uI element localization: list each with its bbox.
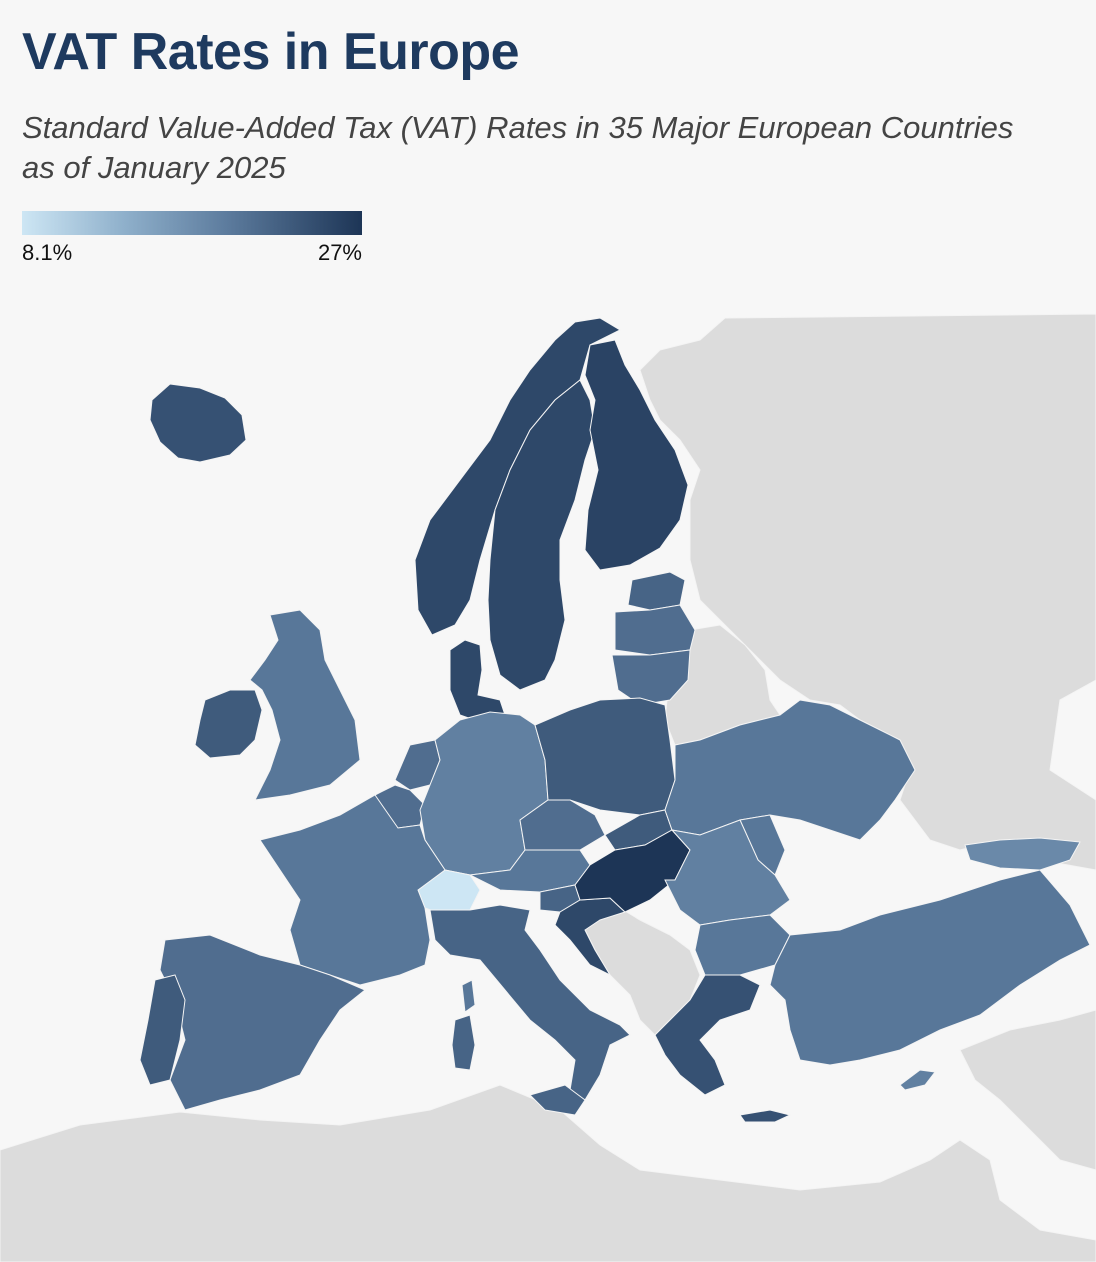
country-corsica[interactable] bbox=[461, 979, 476, 1013]
country-norway[interactable] bbox=[414, 317, 622, 636]
subtitle-line-2: as of January 2025 bbox=[22, 150, 286, 185]
country-greece[interactable] bbox=[654, 974, 761, 1096]
country-turkey[interactable] bbox=[769, 869, 1091, 1066]
country-estonia[interactable] bbox=[627, 571, 686, 611]
country-lithuania[interactable] bbox=[611, 649, 691, 706]
country-cyprus[interactable] bbox=[899, 1069, 936, 1091]
north-africa-region bbox=[0, 1084, 1096, 1262]
country-latvia[interactable] bbox=[614, 604, 696, 656]
country-italy[interactable] bbox=[429, 904, 631, 1101]
page-subtitle: Standard Value-Added Tax (VAT) Rates in … bbox=[22, 108, 1096, 188]
country-portugal[interactable] bbox=[139, 974, 186, 1086]
country-italy-sicily[interactable] bbox=[529, 1084, 586, 1116]
country-greece-crete[interactable] bbox=[739, 1109, 792, 1123]
country-poland[interactable] bbox=[534, 697, 676, 816]
country-ireland[interactable] bbox=[194, 689, 263, 759]
legend-gradient-bar bbox=[22, 211, 362, 235]
color-legend: 8.1% 27% bbox=[22, 211, 362, 265]
europe-map bbox=[0, 313, 1096, 1262]
country-austria[interactable] bbox=[468, 849, 591, 893]
country-switzerland[interactable] bbox=[417, 869, 481, 916]
countries bbox=[139, 317, 1091, 1123]
subtitle-line-1: Standard Value-Added Tax (VAT) Rates in … bbox=[22, 110, 1014, 145]
country-france[interactable] bbox=[259, 794, 446, 986]
page-title: VAT Rates in Europe bbox=[22, 23, 520, 81]
country-iceland[interactable] bbox=[149, 383, 247, 463]
russia-region bbox=[639, 313, 1096, 871]
country-denmark[interactable] bbox=[449, 639, 506, 723]
legend-labels: 8.1% 27% bbox=[22, 235, 362, 265]
legend-min-label: 8.1% bbox=[22, 240, 73, 265]
middle-east-region bbox=[959, 1009, 1096, 1171]
no-data-land bbox=[0, 313, 1096, 1262]
country-finland[interactable] bbox=[584, 339, 689, 571]
country-uk[interactable] bbox=[249, 609, 361, 801]
country-hungary[interactable] bbox=[574, 829, 691, 913]
country-sweden[interactable] bbox=[487, 379, 596, 691]
country-georgia[interactable] bbox=[964, 837, 1081, 871]
country-sardinia[interactable] bbox=[451, 1014, 476, 1071]
legend-max-label: 27% bbox=[317, 240, 362, 265]
